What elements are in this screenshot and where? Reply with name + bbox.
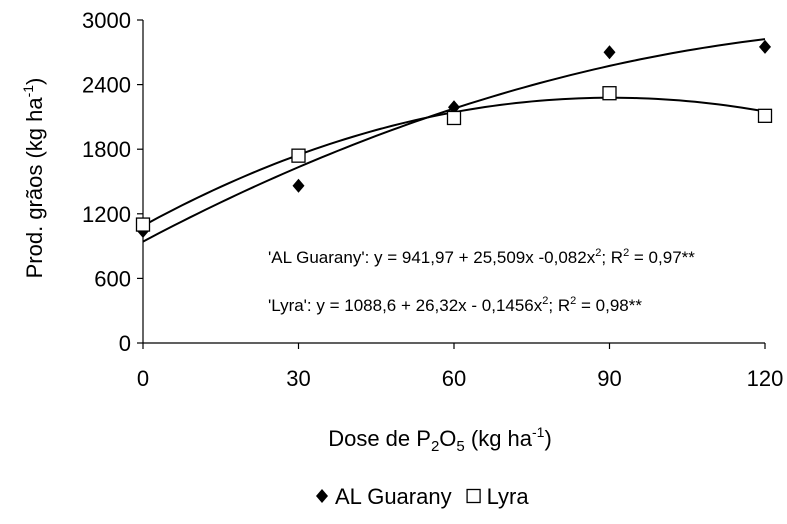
equation-sup: 2 <box>623 247 629 259</box>
point <box>292 178 305 193</box>
y-tick-label: 2400 <box>82 73 131 98</box>
x-tick-label: 60 <box>442 366 466 391</box>
point <box>135 217 151 232</box>
equation-sup: 2 <box>570 295 576 307</box>
equation-part: = 0,98** <box>576 296 642 315</box>
x-tick-label: 90 <box>597 366 621 391</box>
y-tick-label: 1800 <box>82 137 131 162</box>
x-tick-label: 30 <box>286 366 310 391</box>
point <box>603 45 616 60</box>
y-tick-label: 3000 <box>82 8 131 33</box>
y-label-sup: -1 <box>20 85 36 98</box>
legend-label: Lyra <box>487 484 530 509</box>
x-tick-label: 0 <box>137 366 149 391</box>
point <box>316 489 328 503</box>
x-label-part: Dose de P <box>328 426 431 451</box>
y-tick-label: 0 <box>119 331 131 356</box>
point <box>602 86 617 101</box>
y-axis-label: Prod. grãos (kg ha-1) <box>20 78 47 279</box>
x-label-sub: 5 <box>456 438 464 455</box>
equation-part: 'Lyra': y = 1088,6 + 26,32x - 0,1456x <box>268 296 543 315</box>
point <box>446 110 462 126</box>
x-label-part: (kg ha <box>465 426 533 451</box>
point <box>759 39 771 54</box>
x-label-part: ) <box>544 426 551 451</box>
equation-part: ; R <box>601 248 623 267</box>
x-axis-label: Dose de P2O5 (kg ha-1) <box>328 424 552 455</box>
legend-label: AL Guarany <box>335 484 452 509</box>
x-label-part: O <box>439 426 456 451</box>
y-tick-label: 600 <box>94 266 131 291</box>
x-label-sub: 2 <box>431 438 439 455</box>
point <box>291 148 306 163</box>
equation-part: 'AL Guarany': y = 941,97 + 25,509x -0,08… <box>268 248 596 267</box>
y-tick-label: 1200 <box>82 202 131 227</box>
trend-line <box>142 38 766 243</box>
equation: 'Lyra': y = 1088,6 + 26,32x - 0,1456x2; … <box>268 295 642 315</box>
equation-part: = 0,97** <box>629 248 695 267</box>
equation-sup: 2 <box>595 247 601 259</box>
point <box>757 108 773 123</box>
point <box>466 488 481 504</box>
equation: 'AL Guarany': y = 941,97 + 25,509x -0,08… <box>268 247 695 267</box>
equation-sup: 2 <box>542 295 548 307</box>
equation-part: ; R <box>548 296 570 315</box>
legend: AL Guarany Lyra <box>335 484 529 509</box>
x-tick-label: 120 <box>747 366 784 391</box>
x-label-sup: -1 <box>532 424 545 440</box>
y-label-part: ) <box>22 78 47 85</box>
y-label-part: Prod. grãos (kg ha <box>22 97 47 279</box>
